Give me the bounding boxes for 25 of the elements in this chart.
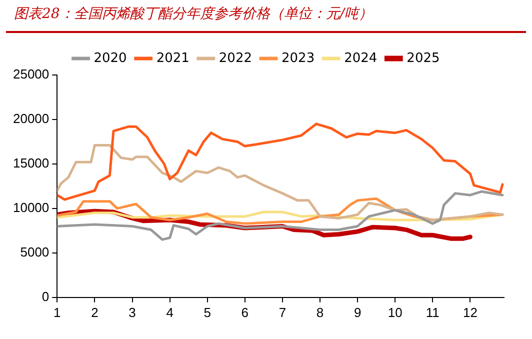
legend-label: 2025 xyxy=(406,50,440,66)
x-tick-label: 3 xyxy=(128,304,136,320)
y-tick-label: 25000 xyxy=(12,66,50,82)
y-tick-label: 15000 xyxy=(12,156,50,171)
x-tick-label: 9 xyxy=(354,304,362,320)
y-tick-label: 10000 xyxy=(12,200,50,216)
x-tick-label: 2 xyxy=(91,304,98,320)
x-tick-label: 7 xyxy=(278,304,286,320)
y-tick-label: 0 xyxy=(42,288,50,304)
legend-label: 2020 xyxy=(94,50,127,66)
x-tick-label: 6 xyxy=(241,304,249,320)
y-tick-label: 20000 xyxy=(12,111,50,126)
x-tick-label: 12 xyxy=(462,304,478,320)
y-tick-label: 5000 xyxy=(20,244,50,260)
x-tick-label: 11 xyxy=(426,304,440,320)
x-tick-label: 10 xyxy=(388,304,402,320)
legend-label: 2021 xyxy=(156,50,190,66)
legend-label: 2023 xyxy=(282,50,315,66)
legend-label: 2022 xyxy=(218,50,252,66)
x-tick-label: 8 xyxy=(316,304,324,320)
x-tick-label: 5 xyxy=(204,304,211,320)
x-tick-label: 4 xyxy=(166,304,174,320)
x-tick-label: 1 xyxy=(54,304,61,320)
chart-title: 图表28：全国丙烯酸丁酯分年度参考价格（单位：元/吨） xyxy=(14,5,373,23)
legend-label: 2024 xyxy=(344,50,378,66)
